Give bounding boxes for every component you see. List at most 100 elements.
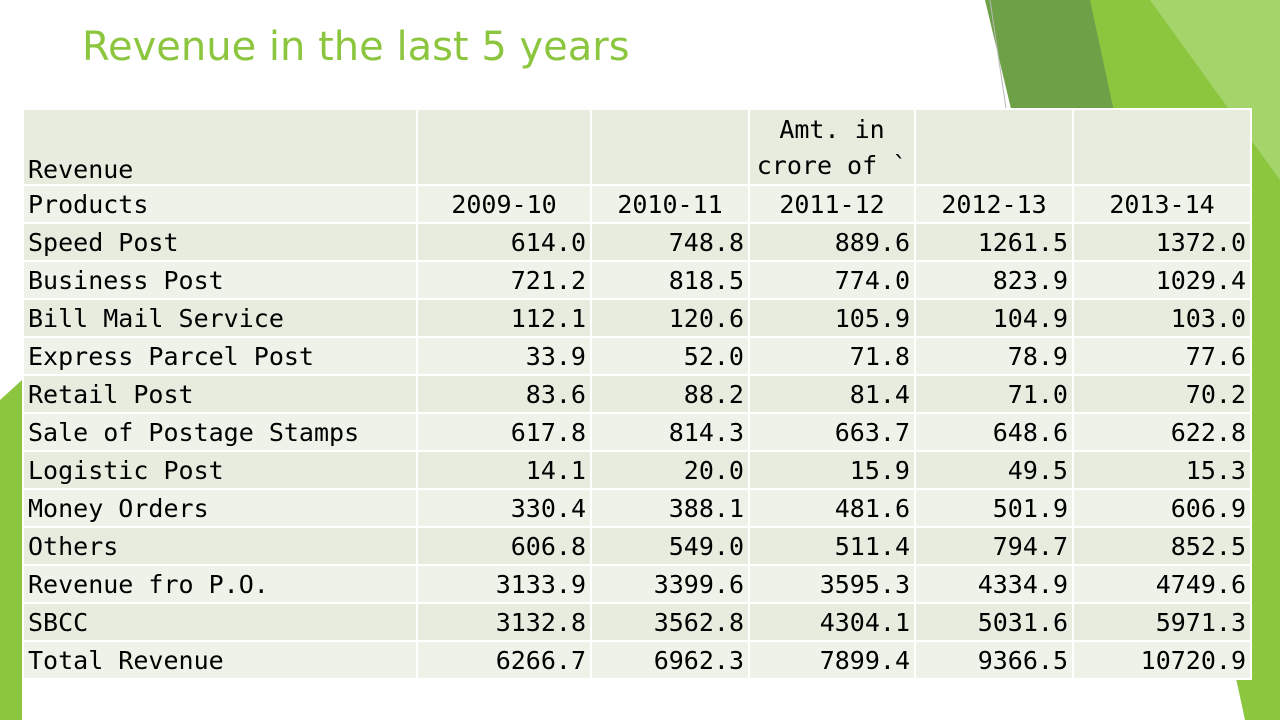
revenue-value-cell: 1029.4 xyxy=(1072,260,1252,300)
empty-header-cell xyxy=(914,108,1074,186)
table-row: Money Orders 330.4 388.1 481.6 501.9 606.9 xyxy=(22,488,1252,528)
revenue-value-cell: 3133.9 xyxy=(416,564,592,604)
product-name-cell: Retail Post xyxy=(22,374,418,414)
revenue-value-cell: 774.0 xyxy=(748,260,916,300)
green-shape-left xyxy=(0,380,22,720)
revenue-value-cell: 6266.7 xyxy=(416,640,592,680)
empty-header-cell xyxy=(590,108,750,186)
revenue-value-cell: 33.9 xyxy=(416,336,592,376)
table-row: Retail Post 83.6 88.2 81.4 71.0 70.2 xyxy=(22,374,1252,414)
year-header-row: Products 2009-10 2010-11 2011-12 2012-13 2013… xyxy=(22,184,1252,224)
table-row: Others 606.8 549.0 511.4 794.7 852.5 xyxy=(22,526,1252,566)
revenue-value-cell: 52.0 xyxy=(590,336,750,376)
product-name-cell: Total Revenue xyxy=(22,640,418,680)
revenue-value-cell: 15.3 xyxy=(1072,450,1252,490)
revenue-value-cell: 614.0 xyxy=(416,222,592,262)
year-header-cell: 2012-13 xyxy=(914,184,1074,224)
revenue-value-cell: 103.0 xyxy=(1072,298,1252,338)
product-name-cell: Revenue fro P.O. xyxy=(22,564,418,604)
table-row: Sale of Postage Stamps 617.8 814.3 663.7 648… xyxy=(22,412,1252,452)
revenue-value-cell: 622.8 xyxy=(1072,412,1252,452)
revenue-value-cell: 501.9 xyxy=(914,488,1074,528)
year-header-cell: 2013-14 xyxy=(1072,184,1252,224)
revenue-value-cell: 71.8 xyxy=(748,336,916,376)
empty-header-cell xyxy=(1072,108,1252,186)
revenue-value-cell: 721.2 xyxy=(416,260,592,300)
revenue-value-cell: 105.9 xyxy=(748,298,916,338)
revenue-value-cell: 4749.6 xyxy=(1072,564,1252,604)
revenue-header-cell: Revenue xyxy=(22,108,418,186)
product-name-cell: Logistic Post xyxy=(22,450,418,490)
revenue-value-cell: 648.6 xyxy=(914,412,1074,452)
revenue-value-cell: 14.1 xyxy=(416,450,592,490)
revenue-value-cell: 1261.5 xyxy=(914,222,1074,262)
revenue-value-cell: 3132.8 xyxy=(416,602,592,642)
revenue-value-cell: 606.8 xyxy=(416,526,592,566)
table-row: Revenue fro P.O. 3133.9 3399.6 3595.3 4334.9… xyxy=(22,564,1252,604)
revenue-value-cell: 889.6 xyxy=(748,222,916,262)
table-row: Express Parcel Post 33.9 52.0 71.8 78.9 77.6 xyxy=(22,336,1252,376)
revenue-value-cell: 748.8 xyxy=(590,222,750,262)
revenue-value-cell: 794.7 xyxy=(914,526,1074,566)
revenue-value-cell: 330.4 xyxy=(416,488,592,528)
revenue-value-cell: 81.4 xyxy=(748,374,916,414)
revenue-value-cell: 104.9 xyxy=(914,298,1074,338)
product-name-cell: Sale of Postage Stamps xyxy=(22,412,418,452)
revenue-value-cell: 823.9 xyxy=(914,260,1074,300)
revenue-value-cell: 549.0 xyxy=(590,526,750,566)
year-header-cell: 2011-12 xyxy=(748,184,916,224)
product-name-cell: Bill Mail Service xyxy=(22,298,418,338)
header-row: Revenue Amt. in crore of ` xyxy=(22,108,1252,186)
revenue-value-cell: 4304.1 xyxy=(748,602,916,642)
year-header-cell: 2009-10 xyxy=(416,184,592,224)
product-name-cell: Speed Post xyxy=(22,222,418,262)
revenue-value-cell: 77.6 xyxy=(1072,336,1252,376)
revenue-value-cell: 814.3 xyxy=(590,412,750,452)
revenue-value-cell: 3595.3 xyxy=(748,564,916,604)
product-name-cell: SBCC xyxy=(22,602,418,642)
revenue-value-cell: 852.5 xyxy=(1072,526,1252,566)
revenue-value-cell: 511.4 xyxy=(748,526,916,566)
revenue-value-cell: 70.2 xyxy=(1072,374,1252,414)
revenue-value-cell: 83.6 xyxy=(416,374,592,414)
revenue-value-cell: 49.5 xyxy=(914,450,1074,490)
year-header-cell: 2010-11 xyxy=(590,184,750,224)
revenue-value-cell: 120.6 xyxy=(590,298,750,338)
revenue-value-cell: 388.1 xyxy=(590,488,750,528)
table-row: Speed Post 614.0 748.8 889.6 1261.5 1372.0 xyxy=(22,222,1252,262)
revenue-value-cell: 71.0 xyxy=(914,374,1074,414)
product-name-cell: Express Parcel Post xyxy=(22,336,418,376)
revenue-value-cell: 617.8 xyxy=(416,412,592,452)
unit-note-cell: Amt. in crore of ` xyxy=(748,108,916,186)
unit-note: Amt. in crore of ` xyxy=(756,115,908,180)
product-name-cell: Business Post xyxy=(22,260,418,300)
revenue-value-cell: 6962.3 xyxy=(590,640,750,680)
slide-title: Revenue in the last 5 years xyxy=(82,24,630,70)
revenue-value-cell: 606.9 xyxy=(1072,488,1252,528)
revenue-value-cell: 663.7 xyxy=(748,412,916,452)
decor-line xyxy=(989,0,1007,109)
revenue-value-cell: 9366.5 xyxy=(914,640,1074,680)
table-row: Business Post 721.2 818.5 774.0 823.9 1029.4 xyxy=(22,260,1252,300)
revenue-value-cell: 4334.9 xyxy=(914,564,1074,604)
revenue-value-cell: 88.2 xyxy=(590,374,750,414)
revenue-value-cell: 15.9 xyxy=(748,450,916,490)
revenue-value-cell: 1372.0 xyxy=(1072,222,1252,262)
revenue-value-cell: 3562.8 xyxy=(590,602,750,642)
revenue-table: Revenue Amt. in crore of ` Products 2009-10… xyxy=(22,108,1252,680)
revenue-value-cell: 818.5 xyxy=(590,260,750,300)
revenue-value-cell: 5971.3 xyxy=(1072,602,1252,642)
table-row: SBCC 3132.8 3562.8 4304.1 5031.6 5971.3 xyxy=(22,602,1252,642)
revenue-value-cell: 78.9 xyxy=(914,336,1074,376)
revenue-value-cell: 20.0 xyxy=(590,450,750,490)
revenue-value-cell: 112.1 xyxy=(416,298,592,338)
revenue-value-cell: 3399.6 xyxy=(590,564,750,604)
revenue-value-cell: 10720.9 xyxy=(1072,640,1252,680)
products-header-cell: Products xyxy=(22,184,418,224)
table-row: Logistic Post 14.1 20.0 15.9 49.5 15.3 xyxy=(22,450,1252,490)
product-name-cell: Money Orders xyxy=(22,488,418,528)
revenue-value-cell: 7899.4 xyxy=(748,640,916,680)
revenue-value-cell: 5031.6 xyxy=(914,602,1074,642)
table-row: Bill Mail Service 112.1 120.6 105.9 104.9 103… xyxy=(22,298,1252,338)
table-row: Total Revenue 6266.7 6962.3 7899.4 9366.5 107… xyxy=(22,640,1252,680)
